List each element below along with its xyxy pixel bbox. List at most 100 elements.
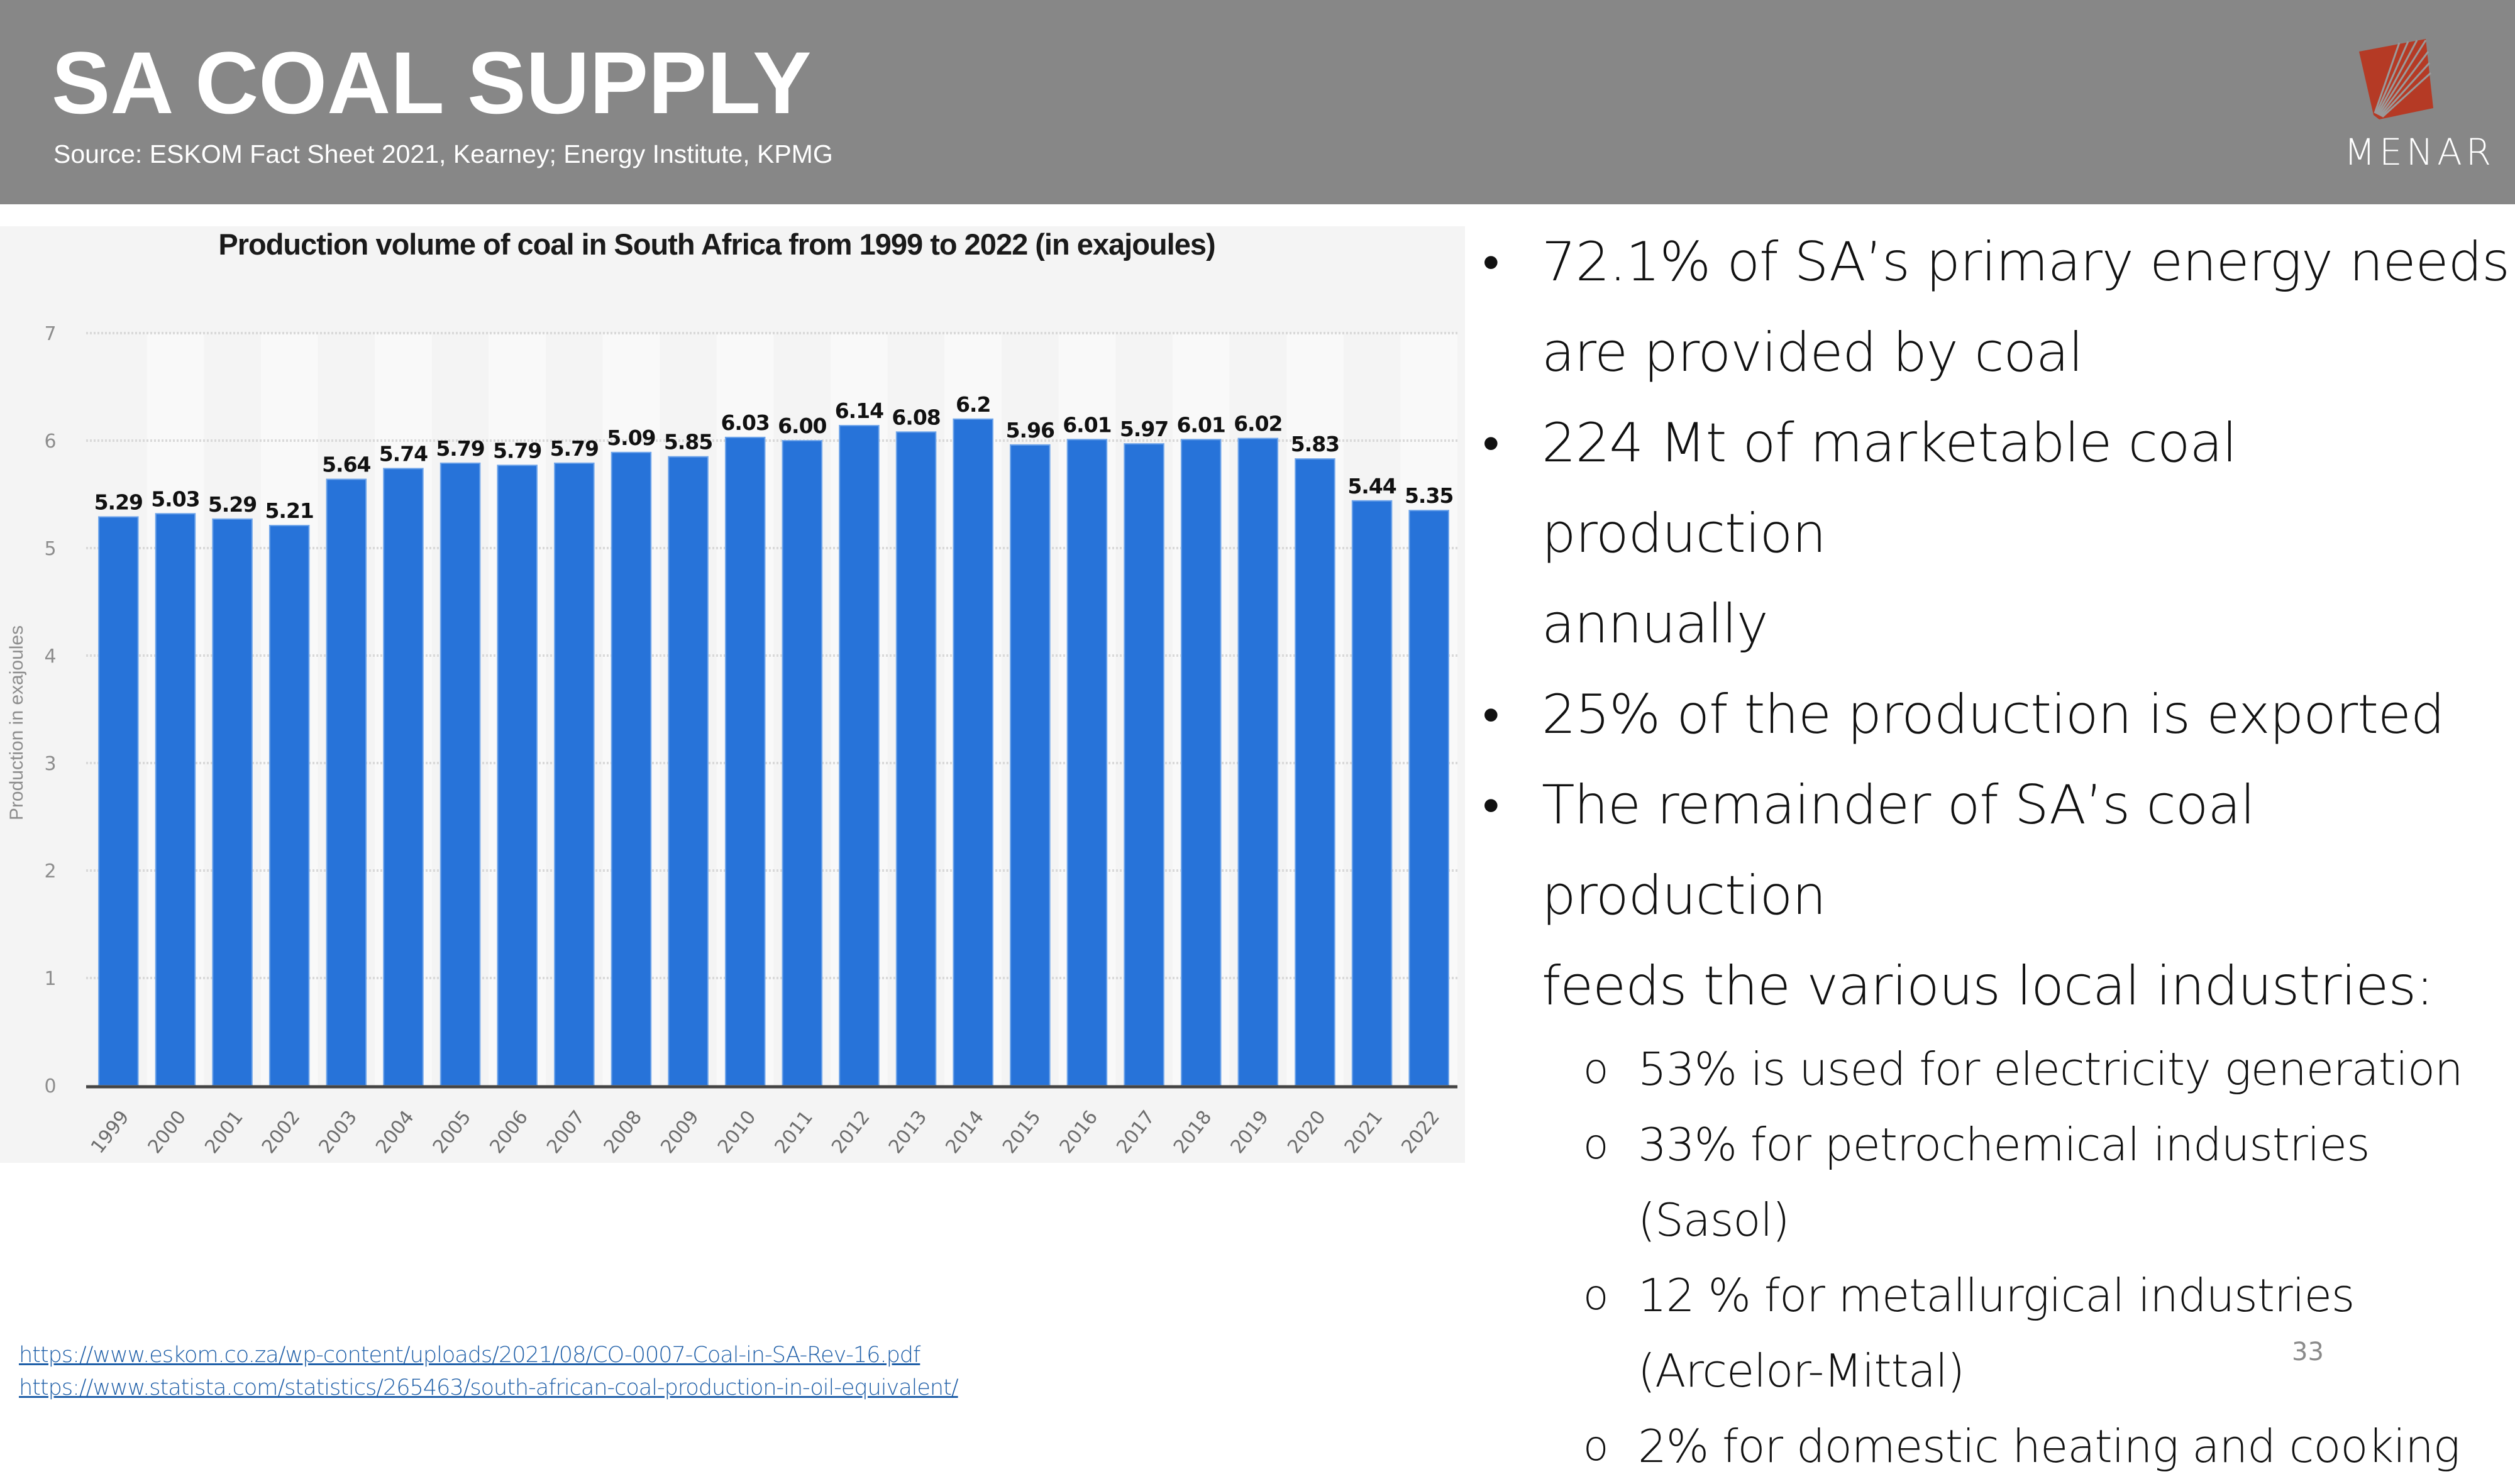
bar-2010 [724,436,766,1086]
logo-wordmark: MENAR [2344,131,2496,173]
bar-2007 [554,462,595,1087]
sub-bullet-item: o 53% is used for electricity generation [1478,1031,2515,1107]
y-tick-label: 0 [44,1075,56,1097]
sub-bullet-item: o 12 % for metallurgical industries (Arcel… [1478,1258,2515,1409]
x-tick-label: 2006 [485,1106,533,1158]
slide-title: SA COAL SUPPLY [52,33,812,132]
data-label: 5.21 [265,498,313,523]
y-tick-label: 6 [44,431,56,453]
source-caption: Source: ESKOM Fact Sheet 2021, Kearney; … [53,140,833,168]
x-tick-label: 2001 [201,1106,248,1158]
bullet-item: • 72.1% of SA’s primary energy needs are p… [1478,217,2515,398]
x-tick-label: 2013 [885,1106,932,1158]
data-label: 5.74 [379,441,428,466]
x-tick-label: 2018 [1169,1106,1217,1158]
sub-bullet-item: o 33% for petrochemical industries (Sasol… [1478,1107,2515,1258]
bar-2015 [1010,444,1051,1086]
bar-2003 [326,478,367,1086]
data-label: 5.79 [493,438,541,463]
data-label: 6.14 [835,398,883,423]
x-tick-label: 2020 [1283,1106,1330,1158]
sub-bullet-text-line: 2% for domestic heating and cooking [1638,1420,2460,1473]
coal-production-chart: Production volume of coal in South Afric… [0,226,1465,1163]
bar-1999 [98,516,139,1087]
bullet-text-line: feeds the various local industries: [1542,955,2434,1018]
data-label: 6.2 [956,392,990,417]
sub-bullet-text-line: (Arcelor-Mittal) [1638,1344,1965,1397]
bar-2001 [212,518,253,1086]
data-label: 5.29 [208,492,257,517]
data-label: 6.00 [778,414,826,438]
bar-2022 [1408,510,1449,1086]
y-axis-label: Production in exajoules [6,625,27,820]
page-number: 33 [2292,1338,2324,1366]
x-tick-label: 2011 [771,1106,818,1158]
sub-bullet-circle-icon: o [1583,1120,1608,1168]
data-label: 5.29 [94,490,143,514]
data-label: 6.01 [1176,412,1225,437]
data-label: 6.02 [1234,412,1282,436]
data-label: 5.85 [664,430,712,454]
data-label: 5.97 [1120,417,1168,441]
bar-2000 [155,513,196,1086]
bar-2006 [497,464,538,1086]
x-tick-label: 2009 [656,1106,704,1158]
bullet-dot-icon: • [1483,777,1500,833]
data-label: 5.79 [550,436,599,461]
sub-bullet-circle-icon: o [1583,1271,1608,1319]
sub-bullet-item: o 2% for domestic heating and cooking [1478,1409,2515,1484]
bullet-text-line: The remainder of SA’s coal production [1542,774,2255,927]
bar-2013 [895,431,937,1087]
sub-bullet-text-line: 12 % for metallurgical industries [1638,1269,2355,1322]
sub-bullet-text-line: 53% is used for electricity generation [1638,1043,2463,1096]
bar-2011 [782,440,823,1086]
bullet-dot-icon: • [1483,686,1500,742]
bar-2020 [1295,458,1335,1086]
x-tick-label: 2000 [144,1106,191,1158]
bullet-text-line: are provided by coal [1542,321,2084,384]
y-tick-label: 4 [44,646,56,668]
x-tick-label: 1999 [87,1106,134,1158]
x-tick-label: 2022 [1397,1106,1444,1158]
bar-2019 [1237,437,1279,1087]
y-tick-label: 7 [44,323,56,345]
data-label: 5.83 [1291,432,1339,456]
chart-svg: Production volume of coal in South Afric… [6,228,1457,1158]
key-facts-list: • 72.1% of SA’s primary energy needs are p… [1478,217,2515,1484]
x-tick-label: 2019 [1227,1106,1274,1158]
data-label: 5.79 [436,436,484,461]
x-tick-label: 2012 [827,1106,875,1158]
y-tick-label: 2 [44,860,56,882]
y-tick-label: 3 [44,753,56,775]
bar-2017 [1124,443,1164,1086]
bar-2016 [1066,439,1108,1086]
y-tick-label: 1 [44,968,56,990]
bar-2012 [839,425,880,1086]
reference-link-eskom[interactable]: https://www.eskom.co.za/wp-content/uploa… [19,1343,920,1368]
reference-link-statista[interactable]: https://www.statista.com/statistics/2654… [19,1375,959,1400]
bullet-item: • 224 Mt of marketable coal production ann… [1478,398,2515,669]
bar-2005 [439,462,481,1087]
sub-bullet-circle-icon: o [1583,1422,1608,1470]
data-label: 5.35 [1405,483,1453,508]
bullet-item: • 25% of the production is exported [1478,669,2515,760]
y-tick-label: 5 [44,538,56,560]
x-tick-label: 2003 [315,1106,362,1158]
menar-logo-icon [2359,39,2433,119]
data-label: 6.01 [1063,412,1111,437]
data-label: 5.64 [322,453,370,477]
bar-2009 [668,456,709,1086]
data-label: 5.09 [607,426,655,450]
x-tick-label: 2021 [1340,1106,1388,1158]
sub-bullet-circle-icon: o [1583,1045,1608,1093]
x-tick-label: 2015 [998,1106,1046,1158]
x-tick-label: 2005 [429,1106,476,1158]
data-label: 5.96 [1006,418,1054,442]
x-tick-label: 2008 [600,1106,647,1158]
bullet-text-line: 224 Mt of marketable coal production [1542,412,2237,565]
data-label: 6.08 [892,405,940,429]
slide-header: SA COAL SUPPLY Source: ESKOM Fact Sheet … [0,0,2515,204]
x-tick-label: 2016 [1056,1106,1103,1158]
data-label: 5.44 [1347,474,1396,498]
x-tick-label: 2017 [1112,1106,1159,1158]
